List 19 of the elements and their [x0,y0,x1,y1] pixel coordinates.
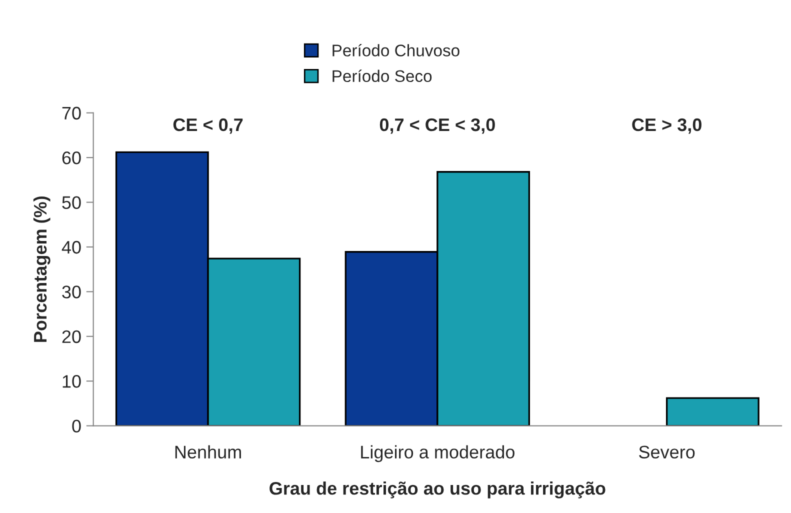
annotation: CE < 0,7 [173,118,243,134]
y-tick-label: 60 [62,152,81,164]
bar [666,397,760,426]
x-tick-label: Nenhum [175,445,241,458]
y-tick-label: 30 [62,286,81,298]
x-axis-title: Grau de restrição ao uso para irrigação [270,482,606,498]
annotation: 0,7 < CE < 3,0 [380,118,495,134]
x-tick-label: Severo [639,446,695,458]
y-tick-label: 10 [62,375,81,388]
y-axis-title: Porcentagem (%) [33,196,50,342]
y-tick-label: 50 [62,196,81,209]
legend-label: Período Seco [332,70,432,82]
y-tick-label: 40 [62,240,81,254]
y-tick-label: 20 [62,330,81,344]
y-tick-label: 70 [62,106,81,120]
x-tick-label: Ligeiro a moderado [361,445,514,462]
y-tick-label: 0 [72,420,81,433]
legend-label: Período Chuvoso [332,44,460,56]
annotation: CE > 3,0 [632,118,702,134]
